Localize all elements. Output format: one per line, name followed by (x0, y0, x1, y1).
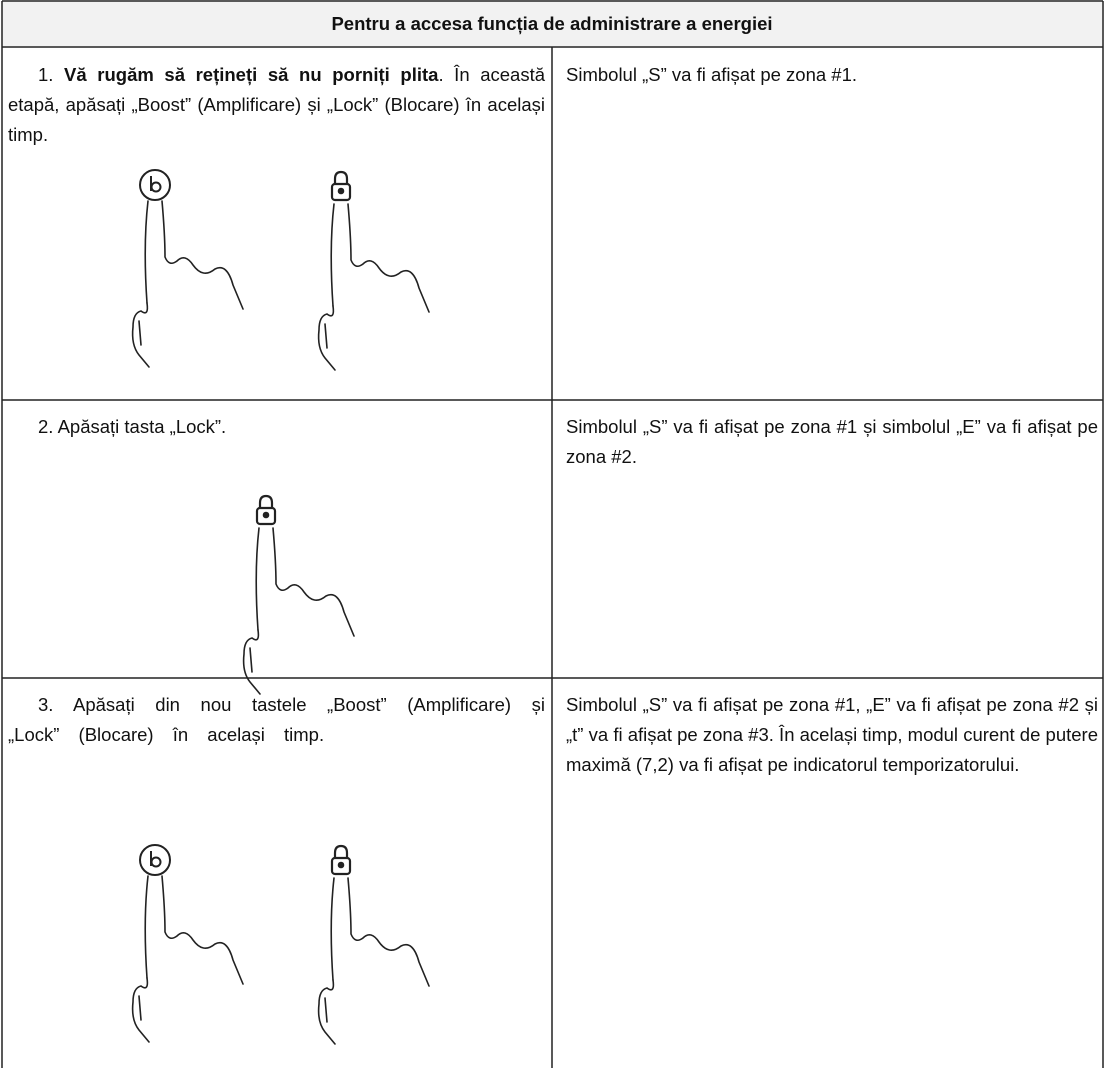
cell: 1. Vă rugăm să rețineți să nu porniți pl… (8, 60, 545, 150)
result-text: Simbolul „S” va fi afișat pe zona #1 și … (566, 416, 1098, 467)
lock-icon (330, 170, 352, 202)
result-text: Simbolul „S” va fi afișat pe zona #1, „E… (566, 694, 1098, 775)
step-number: 1. (38, 64, 54, 85)
boost-icon (139, 844, 171, 876)
result-text: Simbolul „S” va fi afișat pe zona #1. (566, 64, 858, 85)
lock-icon (330, 844, 352, 876)
hand-icon (131, 200, 244, 368)
hand-icon (242, 527, 355, 695)
step-text: . În această etapă, apăsați „Boost” (Amp… (8, 64, 546, 145)
boost-icon (139, 169, 171, 201)
hand-icon (317, 877, 430, 1045)
cell: Simbolul „S” va fi afișat pe zona #1. (566, 60, 1098, 90)
cell: Simbolul „S” va fi afișat pe zona #1, „E… (566, 690, 1098, 780)
cell: 2. Apăsați tasta „Lock”. (8, 412, 545, 442)
header-title: Pentru a accesa funcția de administrare … (331, 13, 773, 34)
table-header: Pentru a accesa funcția de administrare … (2, 2, 1102, 46)
step-number: 3. (38, 694, 54, 715)
hand-icon (131, 875, 244, 1043)
hand-icon (317, 203, 430, 371)
cell: 3. Apăsați din nou tastele „Boost” (Ampl… (8, 690, 545, 750)
step-number: 2. (38, 416, 54, 437)
cell: Simbolul „S” va fi afișat pe zona #1 și … (566, 412, 1098, 472)
emphasis: Vă rugăm să rețineți să nu porniți plita (64, 64, 439, 85)
step-text: Apăsați tasta „Lock”. (57, 416, 227, 437)
lock-icon (255, 494, 277, 526)
step-text: Apăsați din nou tastele „Boost” (Amplifi… (8, 694, 545, 745)
